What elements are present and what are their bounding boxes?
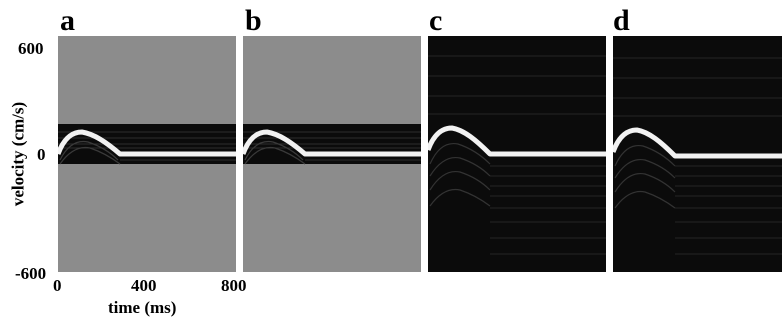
y-axis-label: velocity (cm/s)	[8, 101, 28, 207]
panel-b	[243, 36, 421, 272]
y-tick-600: 600	[18, 39, 44, 58]
x-tick-800: 800	[221, 276, 247, 295]
panel-a	[58, 36, 236, 272]
x-axis-label: time (ms)	[108, 298, 177, 317]
panel-c-image	[428, 36, 606, 272]
y-tick-0: 0	[37, 145, 46, 164]
panel-a-image	[58, 36, 236, 272]
panel-letter-c: c	[429, 4, 443, 37]
panel-letter-b: b	[245, 4, 262, 37]
panel-letter-a: a	[60, 4, 75, 37]
panel-letter-d: d	[613, 4, 630, 37]
panel-b-image	[243, 36, 421, 272]
panel-d-image	[613, 36, 782, 272]
panel-d	[613, 36, 782, 272]
y-tick-minus-600: -600	[15, 264, 47, 283]
panel-c	[428, 36, 606, 272]
x-tick-0: 0	[53, 276, 62, 295]
x-tick-400: 400	[131, 276, 157, 295]
